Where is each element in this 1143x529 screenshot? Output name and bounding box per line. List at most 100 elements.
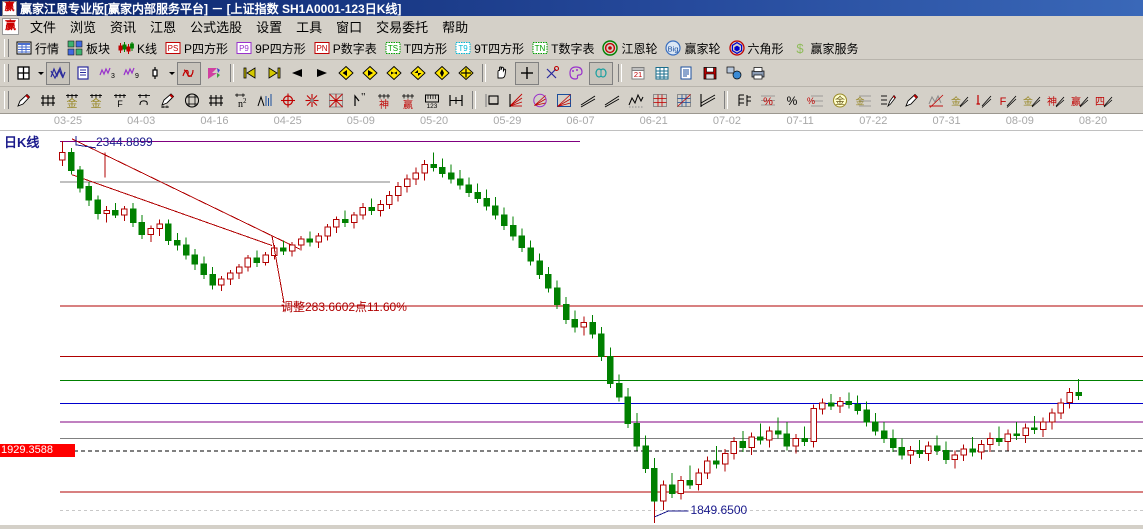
gann-wheel-button[interactable]: 江恩轮 [599, 39, 660, 58]
draw-f-slash[interactable]: F [997, 90, 1019, 111]
next-button[interactable] [311, 63, 333, 84]
chart-area[interactable]: 03-25 04-03 04-16 04-25 05-09 05-20 05-29 06-07… [0, 114, 1143, 525]
winner-wheel-button[interactable]: Big 赢家轮 [662, 39, 723, 58]
draw-fan-box[interactable] [553, 90, 575, 111]
kline-button[interactable]: K线 [115, 39, 160, 58]
draw-bars[interactable] [733, 90, 755, 111]
draw-gold-slash2[interactable]: 金 [1021, 90, 1043, 111]
draw-ying-slash[interactable]: 赢 [1069, 90, 1091, 111]
draw-parallel[interactable] [697, 90, 719, 111]
draw-pen-gold[interactable] [877, 90, 899, 111]
draw-quotes[interactable]: " [349, 90, 371, 111]
draw-pen-red2[interactable] [901, 90, 923, 111]
draw-gold-lines[interactable]: 金 [853, 90, 875, 111]
hexagon-button[interactable]: 六角形 [726, 39, 787, 58]
period-button[interactable] [13, 63, 35, 84]
draw-si-slash[interactable]: 四 [1093, 90, 1115, 111]
draw-circle-grid[interactable] [181, 90, 203, 111]
zoom-fit-button[interactable] [431, 63, 453, 84]
shift-left-button[interactable] [335, 63, 357, 84]
draw-gold2[interactable]: 金 [85, 90, 107, 111]
draw-percent-lines[interactable]: % [805, 90, 827, 111]
toolbar-grip-2[interactable] [4, 64, 9, 82]
menu-item-browse[interactable]: 浏览 [70, 19, 97, 35]
draw-pen-red[interactable] [157, 90, 179, 111]
draw-gold-circle[interactable]: 金 [829, 90, 851, 111]
zoom-in-button[interactable] [383, 63, 405, 84]
zoom-out-button[interactable] [407, 63, 429, 84]
last-page-button[interactable] [263, 63, 285, 84]
colorbars-button[interactable] [203, 63, 225, 84]
toolbar-grip[interactable] [4, 39, 9, 57]
menu-item-trade[interactable]: 交易委托 [376, 19, 429, 35]
t-number-table-button[interactable]: TN T数字表 [529, 39, 597, 58]
menu-item-tools[interactable]: 工具 [296, 19, 323, 35]
save-button[interactable] [699, 63, 721, 84]
draw-shen-slash[interactable]: 神 [1045, 90, 1067, 111]
network-button[interactable] [723, 63, 745, 84]
indicator-3-button[interactable]: 3 [96, 63, 118, 84]
first-page-button[interactable] [239, 63, 261, 84]
menu-item-settings[interactable]: 设置 [256, 19, 283, 35]
winner-service-button[interactable]: $ 赢家服务 [789, 39, 862, 58]
draw-grid-red[interactable] [649, 90, 671, 111]
draw-percent[interactable]: % [781, 90, 803, 111]
candlestick-plot[interactable] [0, 130, 1143, 525]
draw-half-slash[interactable] [973, 90, 995, 111]
p-square-button[interactable]: PS P四方形 [162, 39, 231, 58]
cut-button[interactable] [541, 63, 563, 84]
table-button[interactable] [651, 63, 673, 84]
t9-square-button[interactable]: T9 9T四方形 [452, 39, 527, 58]
draw-ruler[interactable]: 123 [421, 90, 443, 111]
draw-pencil[interactable] [13, 90, 35, 111]
draw-lines[interactable] [577, 90, 599, 111]
crosshair-button[interactable] [515, 61, 539, 85]
draw-grid1[interactable] [37, 90, 59, 111]
menu-item-help[interactable]: 帮助 [442, 19, 469, 35]
document-button[interactable] [675, 63, 697, 84]
p-number-table-button[interactable]: PN P数字表 [311, 39, 380, 58]
draw-target[interactable] [277, 90, 299, 111]
sector-button[interactable]: 板块 [64, 39, 113, 58]
draw-shen[interactable]: 神 [373, 90, 395, 111]
draw-asterisk[interactable] [301, 90, 323, 111]
draw-wave[interactable] [925, 90, 947, 111]
draw-n2[interactable]: n 2 [229, 90, 251, 111]
toolbar-grip-3[interactable] [4, 91, 9, 109]
draw-ying[interactable]: 赢 [397, 90, 419, 111]
candle-dropdown[interactable] [167, 63, 176, 84]
shift-right-button[interactable] [359, 63, 381, 84]
draw-spiral[interactable] [133, 90, 155, 111]
draw-peaks[interactable] [253, 90, 275, 111]
overlay-button[interactable] [177, 61, 201, 85]
menu-item-news[interactable]: 资讯 [110, 19, 137, 35]
draw-fan-red[interactable] [505, 90, 527, 111]
menu-item-file[interactable]: 文件 [30, 19, 57, 35]
chart-style-button[interactable] [46, 61, 70, 85]
calendar-button[interactable]: 21 [627, 63, 649, 84]
draw-ladder[interactable] [205, 90, 227, 111]
draw-box[interactable] [481, 90, 503, 111]
menu-item-formula[interactable]: 公式选股 [190, 19, 243, 35]
smart-button[interactable] [589, 61, 613, 85]
draw-grid-blue[interactable] [673, 90, 695, 111]
candle-style-button[interactable] [144, 63, 166, 84]
pan-button[interactable] [491, 63, 513, 84]
zoom-all-button[interactable] [455, 63, 477, 84]
prev-button[interactable] [287, 63, 309, 84]
draw-percent-red[interactable]: % [757, 90, 779, 111]
draw-fan-circle[interactable] [529, 90, 551, 111]
period-dropdown[interactable] [36, 63, 45, 84]
quote-button[interactable]: 行情 [13, 39, 62, 58]
draw-f-ladder[interactable]: F [109, 90, 131, 111]
print-button[interactable] [747, 63, 769, 84]
color-button[interactable] [565, 63, 587, 84]
draw-gold1[interactable]: 金 [61, 90, 83, 111]
report-button[interactable] [72, 63, 94, 84]
p9-square-button[interactable]: P9 9P四方形 [233, 39, 309, 58]
menu-item-window[interactable]: 窗口 [336, 19, 363, 35]
t-square-button[interactable]: TS T四方形 [382, 39, 450, 58]
draw-lines2[interactable] [601, 90, 623, 111]
indicator-9-button[interactable]: 9 [120, 63, 142, 84]
draw-gold-slash[interactable]: 金 [949, 90, 971, 111]
